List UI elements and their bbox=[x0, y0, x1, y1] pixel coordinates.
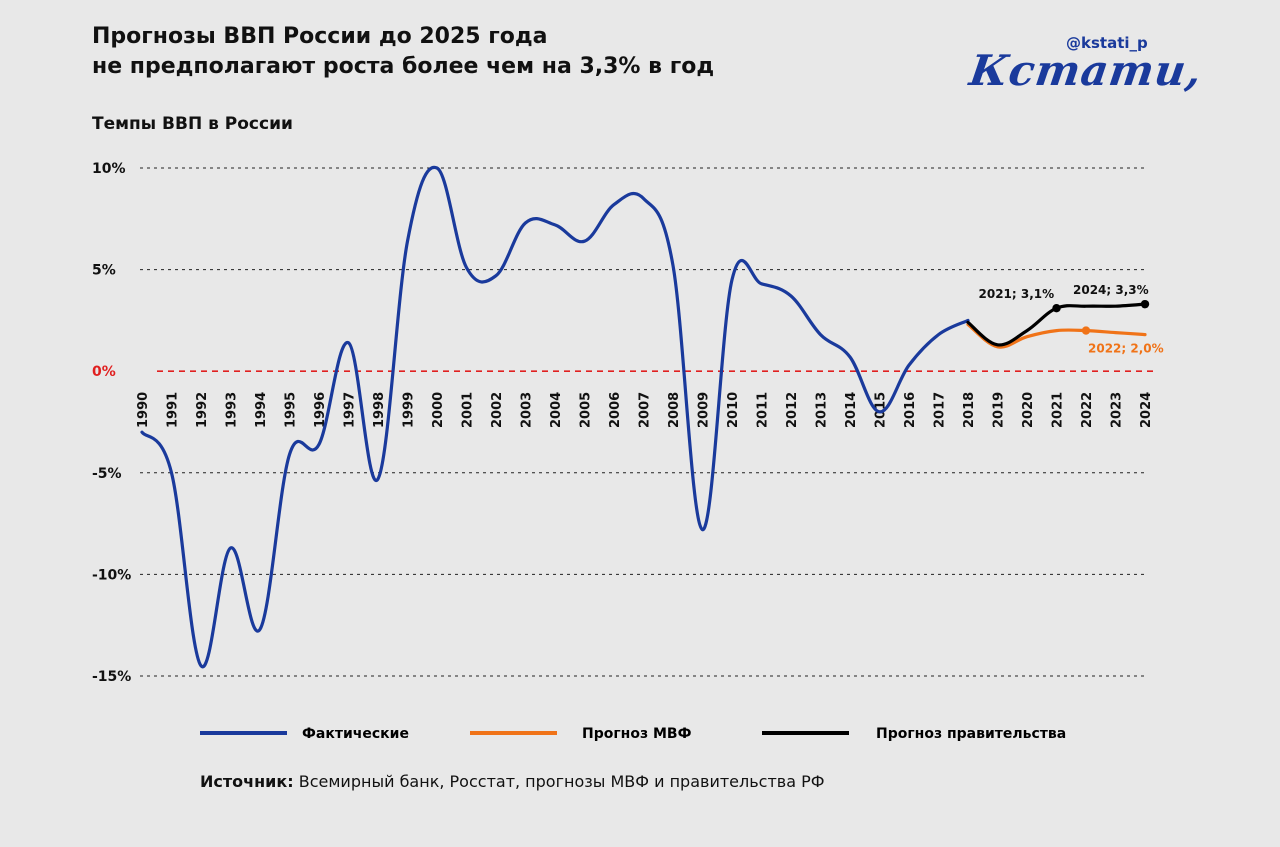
x-tick-label: 2013 bbox=[815, 392, 830, 428]
x-tick-label: 2016 bbox=[903, 392, 918, 428]
source-text: Всемирный банк, Росстат, прогнозы МВФ и … bbox=[293, 772, 825, 791]
x-tick-label: 1990 bbox=[136, 392, 151, 428]
x-tick-label: 1998 bbox=[372, 392, 387, 428]
annotation-label: 2024; 3,3% bbox=[1073, 283, 1149, 297]
x-tick-label: 2007 bbox=[638, 392, 653, 428]
x-tick-label: 2002 bbox=[490, 392, 505, 428]
y-tick-label: -15% bbox=[92, 669, 131, 685]
chart-subtitle: Темпы ВВП в России bbox=[92, 114, 293, 134]
social-handle: @kstati_p bbox=[1066, 34, 1148, 52]
x-tick-label: 2003 bbox=[520, 392, 535, 428]
x-tick-label: 2001 bbox=[461, 392, 476, 428]
x-tick-label: 2015 bbox=[874, 392, 889, 428]
x-tick-label: 2005 bbox=[579, 392, 594, 428]
x-tick-label: 1993 bbox=[225, 392, 240, 428]
x-tick-label: 2024 bbox=[1139, 392, 1154, 428]
x-tick-label: 2020 bbox=[1021, 392, 1036, 428]
y-tick-label: -5% bbox=[92, 466, 122, 482]
title-line-1: Прогнозы ВВП России до 2025 года bbox=[92, 24, 548, 49]
x-tick-label: 2008 bbox=[667, 392, 682, 428]
x-tick-label: 1999 bbox=[402, 392, 417, 428]
x-tick-label: 2006 bbox=[608, 392, 623, 428]
x-tick-label: 1994 bbox=[254, 392, 269, 428]
annotations: 2021; 3,1% 2024; 3,3% 2022; 2,0% bbox=[979, 283, 1164, 355]
x-tick-label: 1995 bbox=[284, 392, 299, 428]
x-axis-ticks: 1990 1991 1992 1993 1994 1995 1996 1997 1998 1999… bbox=[136, 392, 1154, 428]
series-line-imf bbox=[966, 322, 1147, 349]
legend-label-gov: Прогноз правительства bbox=[876, 726, 1066, 742]
x-tick-label: 2000 bbox=[431, 392, 446, 428]
x-tick-label: 2011 bbox=[756, 392, 771, 428]
source-note: Источник: Всемирный банк, Росстат, прогн… bbox=[200, 772, 825, 791]
legend: Фактические Прогноз МВФ Прогноз правител… bbox=[200, 726, 1066, 742]
series-line-actual bbox=[140, 165, 970, 669]
x-tick-label: 2023 bbox=[1110, 392, 1125, 428]
x-tick-label: 2014 bbox=[844, 392, 859, 428]
legend-label-actual: Фактические bbox=[302, 726, 409, 742]
x-tick-label: 1997 bbox=[343, 392, 358, 428]
x-tick-label: 2019 bbox=[992, 392, 1007, 428]
annotation-label: 2021; 3,1% bbox=[979, 287, 1055, 301]
x-tick-label: 2021 bbox=[1051, 392, 1066, 428]
annotation-marker bbox=[1140, 299, 1150, 309]
y-tick-label: 5% bbox=[92, 263, 116, 279]
source-label: Источник: bbox=[200, 772, 294, 791]
annotation-marker bbox=[1081, 326, 1091, 335]
x-tick-label: 2018 bbox=[962, 392, 977, 428]
x-tick-label: 1991 bbox=[166, 392, 181, 428]
x-tick-label: 2012 bbox=[785, 392, 800, 428]
grid-lines bbox=[140, 167, 1158, 677]
y-tick-label: 0% bbox=[92, 364, 116, 380]
x-tick-label: 1992 bbox=[195, 392, 210, 428]
x-tick-label: 2010 bbox=[726, 392, 741, 428]
y-tick-label: -10% bbox=[92, 567, 131, 583]
x-tick-label: 2017 bbox=[933, 392, 948, 428]
annotation-marker bbox=[1052, 304, 1061, 313]
annotation-label: 2022; 2,0% bbox=[1088, 342, 1164, 356]
x-tick-label: 2022 bbox=[1080, 392, 1095, 428]
y-tick-label: 10% bbox=[92, 161, 126, 177]
chart-title: Прогнозы ВВП России до 2025 года не пред… bbox=[92, 22, 714, 82]
x-tick-label: 2009 bbox=[697, 392, 712, 428]
x-tick-label: 1996 bbox=[313, 392, 328, 428]
title-line-2: не предполагают роста более чем на 3,3% … bbox=[92, 54, 715, 79]
x-tick-label: 2004 bbox=[549, 392, 564, 428]
y-axis-ticks: 10% 5% 0% -5% -10% -15% bbox=[92, 161, 131, 685]
legend-label-imf: Прогноз МВФ bbox=[582, 726, 692, 742]
